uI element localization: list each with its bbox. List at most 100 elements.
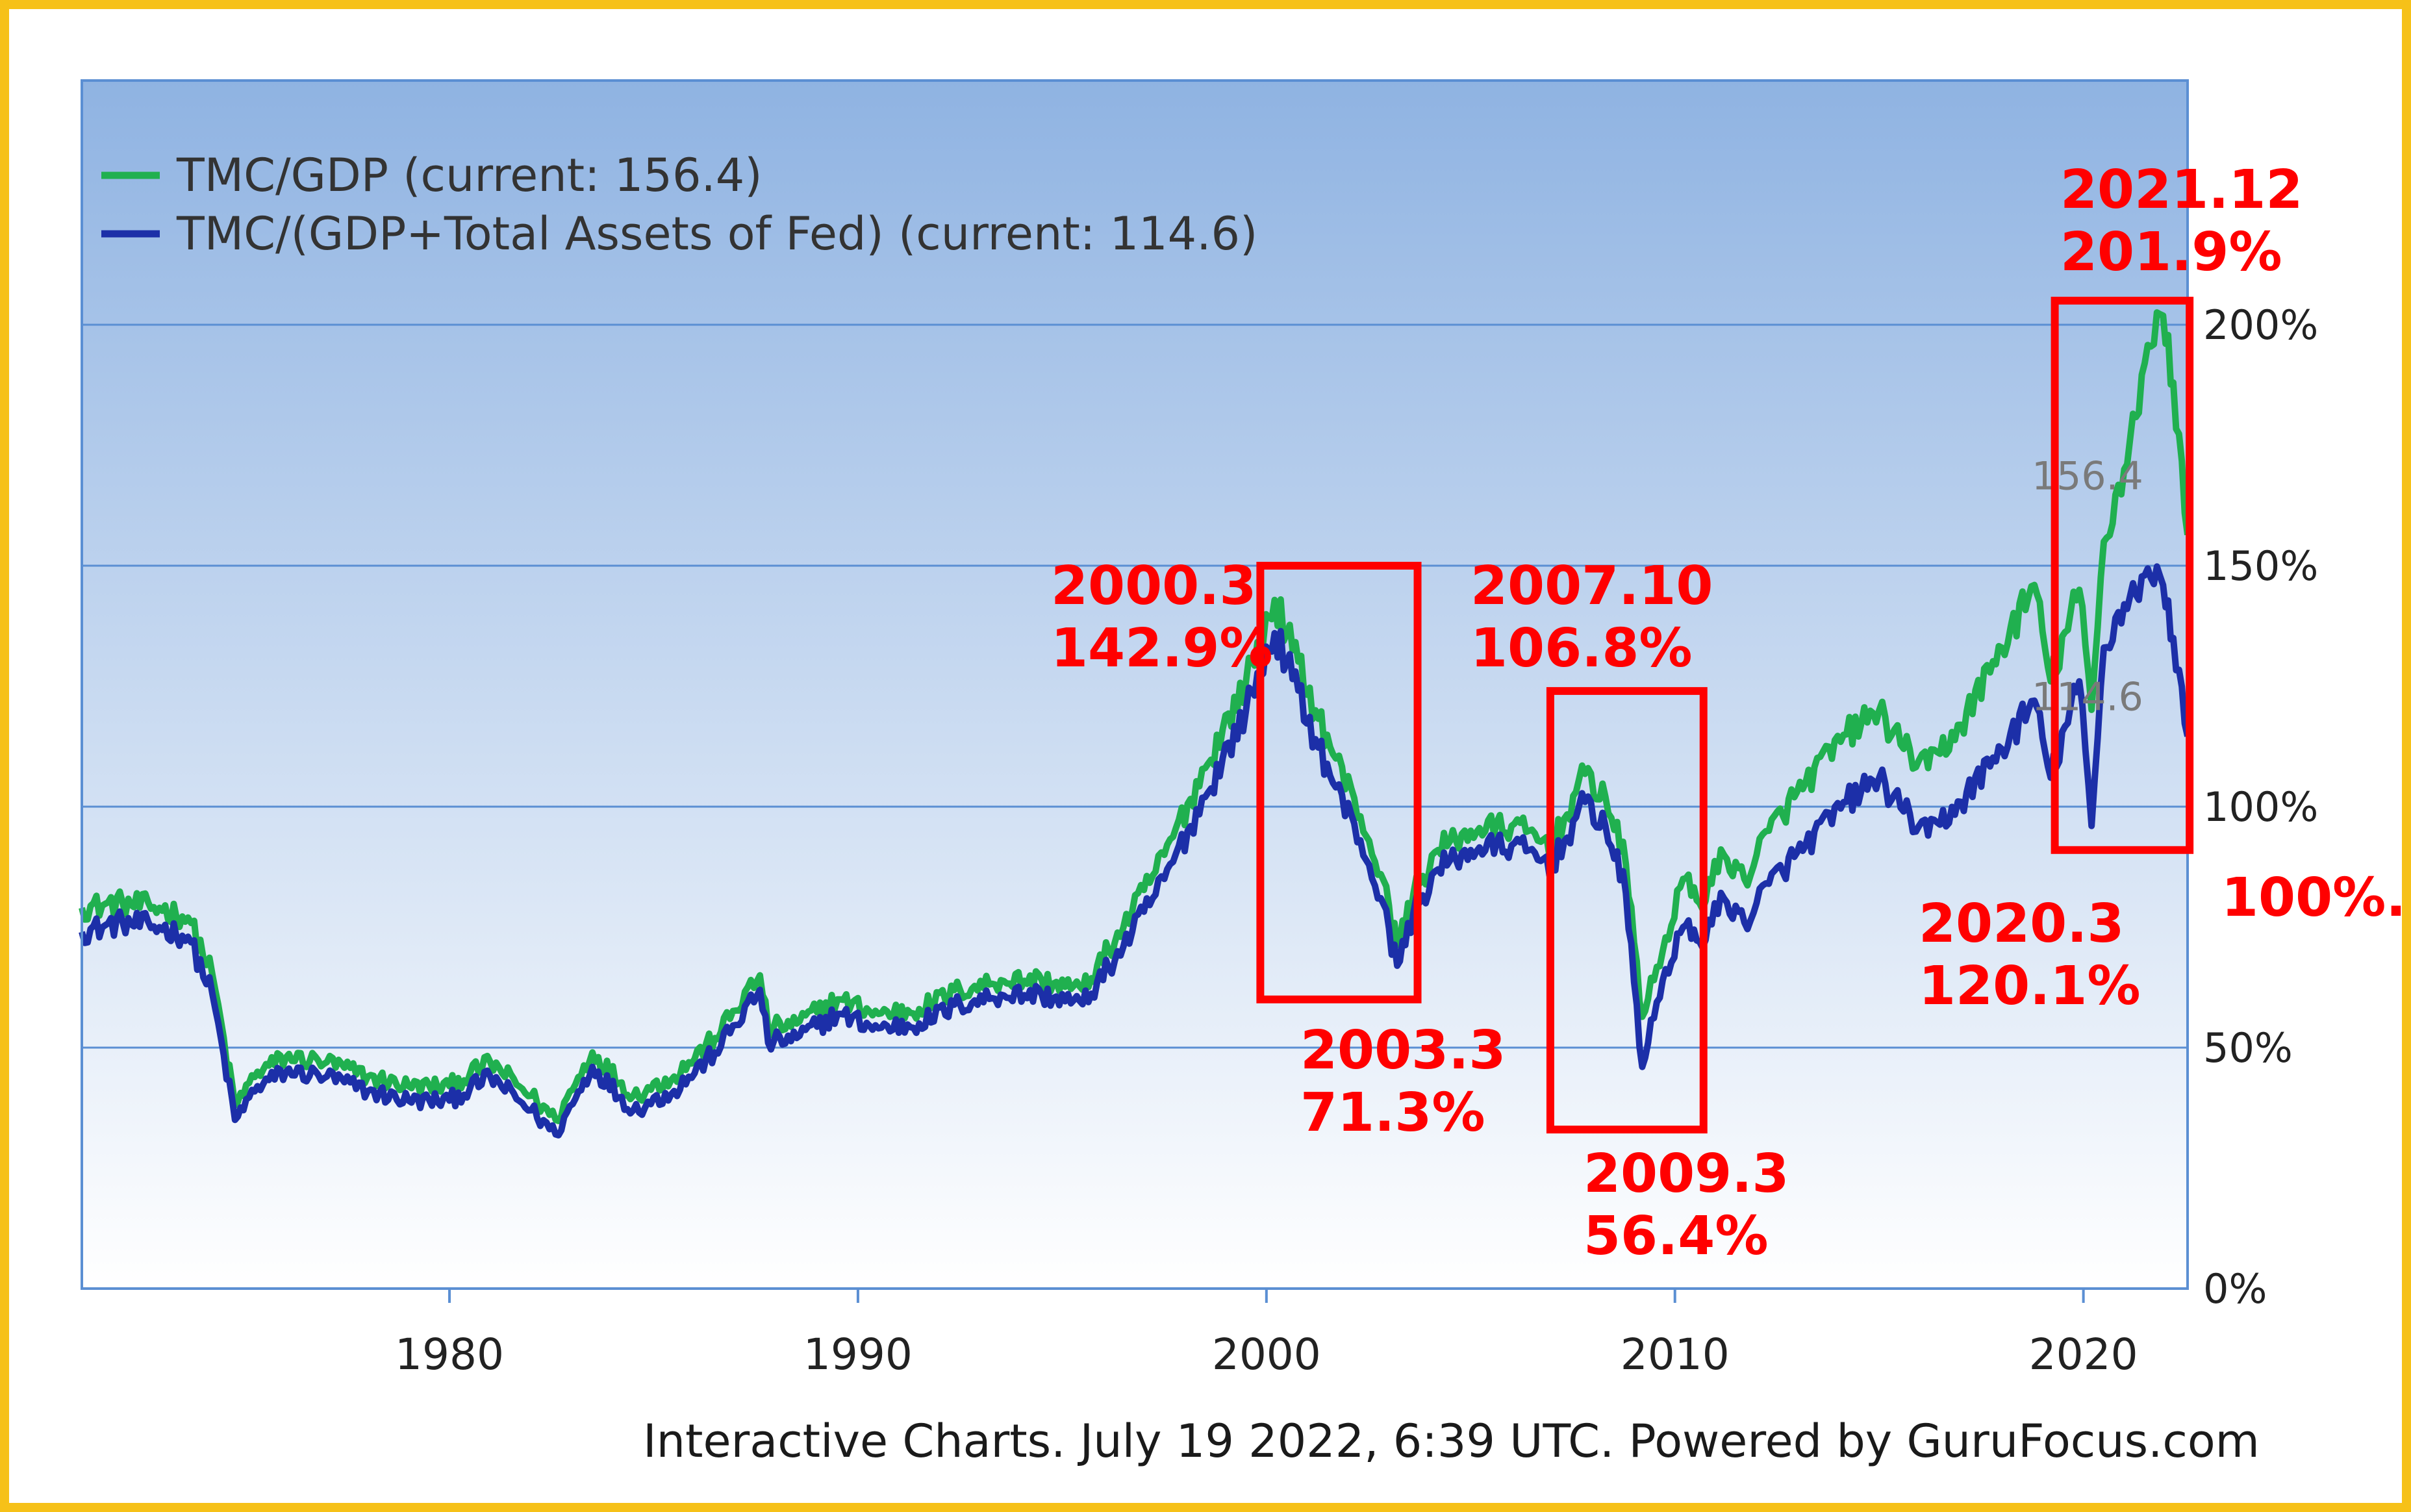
series-1-point <box>2141 360 2148 366</box>
annotation-label: 2021.12 201.9% <box>2060 159 2303 283</box>
y-tick-label: 200% <box>2203 301 2318 349</box>
series-2-point <box>630 1107 637 1114</box>
series-1-point <box>1721 851 1727 858</box>
series-2-point <box>254 1083 260 1089</box>
series-2-point <box>1039 991 1045 998</box>
plot-area-background <box>82 81 2188 1289</box>
annotation-label: 2007.10 106.8% <box>1471 555 1713 679</box>
series-1-point <box>630 1092 637 1099</box>
series-2-point <box>765 1040 772 1046</box>
series-2-point <box>405 1098 412 1104</box>
series-2-point <box>1467 847 1474 853</box>
annotation-label: 2003.3 71.3% <box>1300 1020 1506 1144</box>
series-1-point <box>1900 746 1907 752</box>
series-1-point <box>835 996 841 1003</box>
series-1-point <box>2101 538 2107 545</box>
series-2-point <box>794 1035 800 1041</box>
series-2-point <box>2088 823 2095 829</box>
y-tick-label: 100% <box>2203 783 2318 831</box>
series-2-point <box>1202 794 1209 800</box>
series-1-point <box>528 1092 535 1099</box>
series-2-point <box>528 1107 535 1114</box>
series-2-point <box>1602 823 1609 829</box>
series-2-point <box>1394 963 1400 969</box>
series-1-point <box>1582 771 1588 777</box>
series-2-point <box>209 991 216 998</box>
series-1-point <box>1876 707 1882 714</box>
series-2-point <box>1925 833 1932 839</box>
series-2-point <box>1622 890 1629 897</box>
series-2-point <box>1079 1001 1086 1007</box>
y-tick-label: 150% <box>2203 542 2318 590</box>
series-1-point <box>1999 644 2005 651</box>
series-1-point <box>589 1049 596 1055</box>
x-tick-label: 1990 <box>803 1329 913 1380</box>
series-1-point <box>405 1083 412 1089</box>
x-tick-label: 2000 <box>1212 1329 1321 1380</box>
series-2-point <box>446 1098 453 1104</box>
series-2-point <box>1333 784 1339 790</box>
series-1-point <box>1120 924 1127 931</box>
series-1-point <box>1802 779 1809 786</box>
series-1-point <box>1202 765 1209 772</box>
series-2-point <box>1435 866 1441 873</box>
series-2-point <box>835 1011 841 1017</box>
series-2-point <box>232 1116 238 1123</box>
x-tick-label: 2020 <box>2029 1329 2138 1380</box>
series-2-point <box>1721 895 1727 901</box>
series-1-point <box>1161 851 1168 858</box>
series-1-point <box>794 1020 800 1027</box>
series-1-point <box>1958 722 1964 728</box>
chart-credit: Interactive Charts. July 19 2022, 6:39 U… <box>643 1415 2260 1468</box>
series-2-point <box>487 1074 494 1080</box>
series-2-point <box>1999 746 2005 752</box>
series-2-point <box>1283 659 1290 665</box>
series-1-point <box>1039 977 1045 983</box>
series-1-point <box>757 972 763 979</box>
series-1-point <box>712 1035 718 1041</box>
series-1-point <box>1622 861 1629 868</box>
series-2-point <box>1765 881 1772 887</box>
series-1-point <box>1680 876 1686 882</box>
series-1-point <box>1765 827 1772 834</box>
series-1-point <box>553 1116 559 1123</box>
series-2-point <box>1357 837 1364 844</box>
x-tick-label: 1980 <box>395 1329 504 1380</box>
series-line-1 <box>79 309 2191 1124</box>
annotation-label: 2020.3 120.1% <box>1919 893 2141 1017</box>
highlight-box <box>2051 296 2194 854</box>
y-tick-label: 50% <box>2203 1024 2293 1072</box>
series-1-point <box>1660 948 1666 955</box>
series-1-point <box>254 1068 260 1075</box>
series-2-point <box>1843 799 1850 805</box>
series-1-point <box>323 1059 330 1065</box>
series-1-point <box>1925 765 1932 772</box>
series-1-point <box>1312 707 1319 714</box>
series-2-point <box>1876 775 1882 781</box>
series-2-point <box>589 1064 596 1070</box>
series-2-point <box>757 987 763 993</box>
series-1-point <box>487 1059 494 1065</box>
series-2-point <box>157 924 163 931</box>
series-1-point <box>1602 794 1609 800</box>
series-1-point <box>1467 827 1474 834</box>
x-tick-label: 2010 <box>1621 1329 1730 1380</box>
series-2-point <box>283 1068 290 1075</box>
series-2-point <box>1312 736 1319 742</box>
series-2-point <box>1639 1064 1645 1070</box>
series-2-point <box>957 1001 963 1007</box>
legend-label: TMC/GDP (current: 156.4) <box>176 149 763 202</box>
series-1-point <box>283 1054 290 1061</box>
series-2-point <box>364 1088 371 1094</box>
annotation-label: 100%..? <box>2221 867 2411 929</box>
series-2-point <box>998 991 1004 998</box>
series-1-point <box>364 1074 371 1080</box>
highlight-box <box>1546 687 1708 1134</box>
series-1-point <box>1843 731 1850 738</box>
series-1-point <box>1271 597 1278 603</box>
series-1-point <box>2031 582 2038 588</box>
series-2-point <box>1161 876 1168 882</box>
series-1-point <box>2170 379 2177 386</box>
series-1-point <box>1508 823 1515 829</box>
series-2-point <box>712 1049 718 1055</box>
